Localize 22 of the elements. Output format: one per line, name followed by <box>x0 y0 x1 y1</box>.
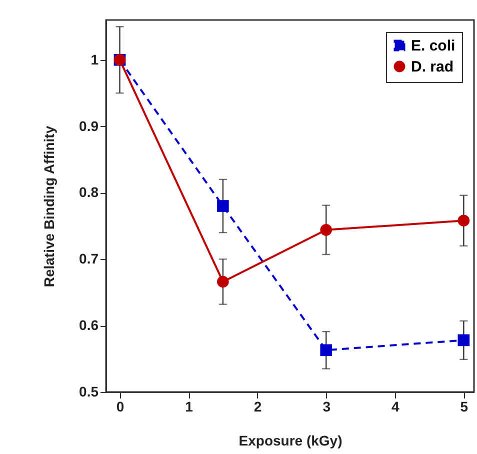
y-tick-label: 0.9 <box>79 118 99 134</box>
y-axis-title: Relative Binding Affinity <box>41 126 58 288</box>
y-tick-label: 0.7 <box>79 250 99 267</box>
y-tick-label: 1 <box>90 51 99 68</box>
y-tick-label: 0.6 <box>79 317 99 334</box>
point <box>320 344 332 356</box>
x-tick-label: 2 <box>254 398 262 414</box>
y-tick-label: 0.5 <box>79 384 99 400</box>
point <box>458 214 470 227</box>
x-tick-label: 5 <box>460 398 468 414</box>
x-tick-label: 3 <box>322 398 331 414</box>
x-tick-label: 4 <box>392 398 400 414</box>
point <box>217 200 229 212</box>
legend-label: E. coli <box>411 38 456 54</box>
x-tick-label: 0 <box>116 398 124 414</box>
y-tick-label: 0.8 <box>79 184 99 200</box>
x-axis-title: Exposure (kGy) <box>238 432 342 448</box>
point <box>458 334 470 346</box>
point <box>320 224 332 236</box>
point <box>217 276 229 288</box>
legend-label: D. rad <box>411 58 454 76</box>
x-tick-label: 1 <box>185 398 194 414</box>
